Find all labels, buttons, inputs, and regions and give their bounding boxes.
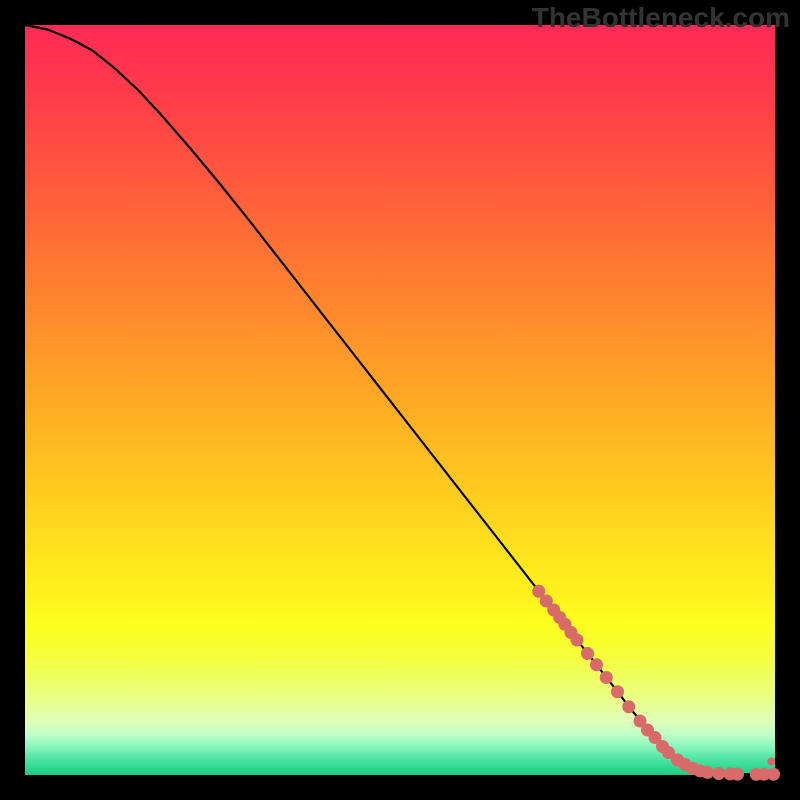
curve-marker [767, 768, 780, 781]
curve-marker [590, 658, 603, 671]
curve-marker [712, 767, 725, 780]
watermark-text: TheBottleneck.com [532, 2, 790, 34]
curve-marker [581, 647, 594, 660]
bottleneck-chart [0, 0, 800, 800]
curve-marker [600, 671, 613, 684]
curve-marker [701, 766, 714, 779]
extra-markers [767, 758, 775, 766]
extra-marker [767, 758, 775, 766]
curve-marker [622, 700, 635, 713]
curve-marker [571, 634, 584, 647]
curve-marker [731, 768, 744, 781]
plot-background [25, 25, 775, 775]
curve-marker [611, 685, 624, 698]
